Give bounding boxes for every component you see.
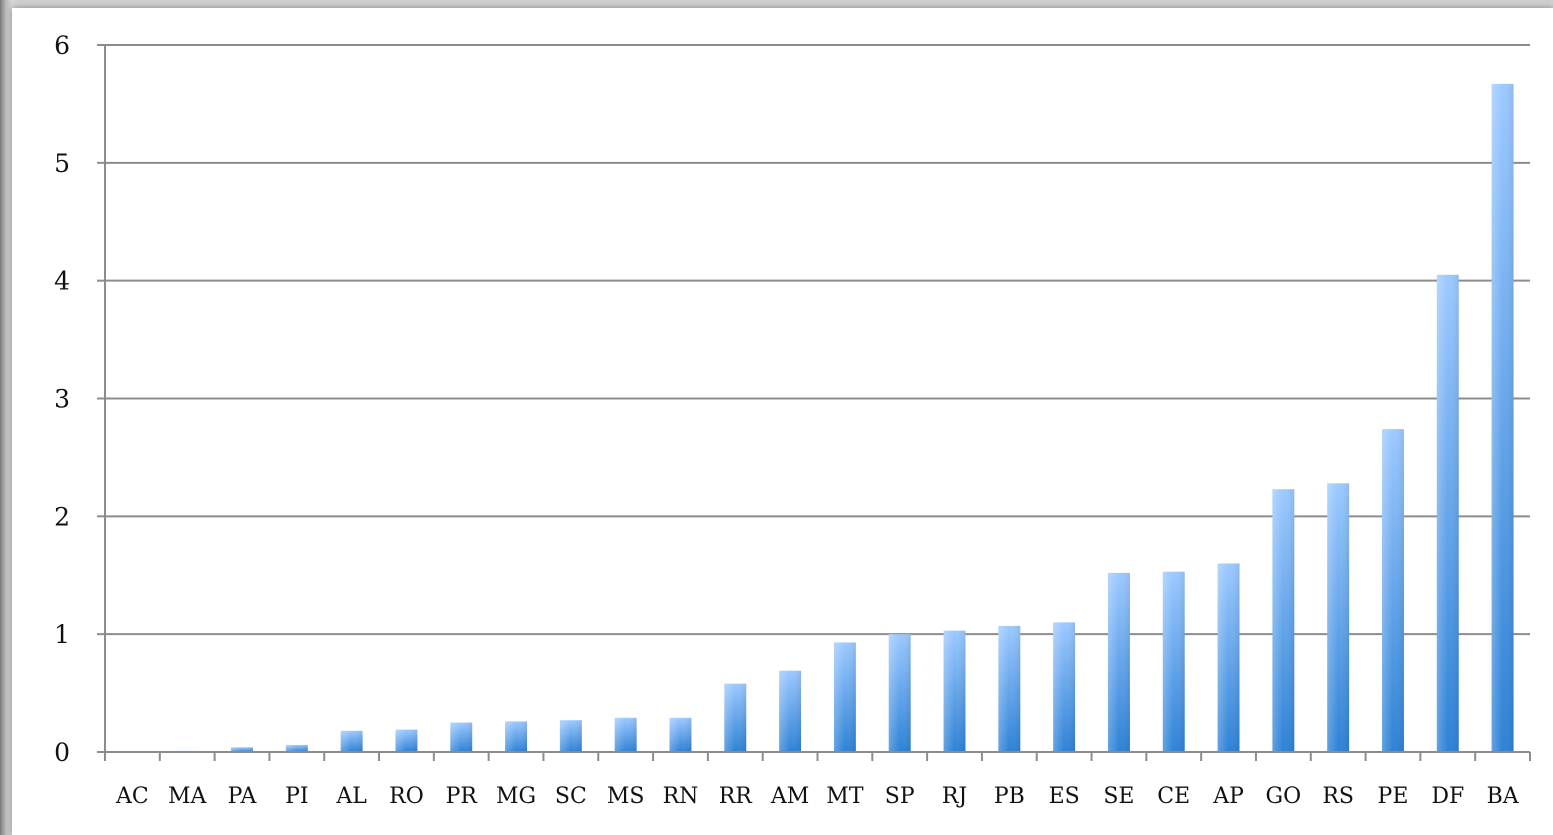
bar-shade-PA (231, 747, 253, 752)
bar-shade-RN (669, 717, 692, 752)
x-category-label: BA (1487, 784, 1520, 809)
x-category-label: SC (555, 784, 587, 809)
bar-shade-PR (450, 722, 473, 752)
bar-chart: 0 1 2 3 4 5 6 AC MA PA PI AL RO PR MG SC MS RN RR AM MT SP RJ… (54, 31, 1531, 809)
y-tick-label: 4 (54, 267, 70, 296)
bar-shade-SP (888, 634, 911, 752)
gridlines (97, 44, 1530, 753)
x-category-label: RS (1322, 784, 1354, 809)
bar-shade-GO (1272, 489, 1295, 752)
bar-shade-MT (833, 642, 856, 752)
chart-panel: 0 1 2 3 4 5 6 AC MA PA PI AL RO PR MG SC MS RN RR AM MT SP RJ… (12, 8, 1553, 835)
y-axis-tick-labels: 0 1 2 3 4 5 6 (54, 31, 70, 767)
x-axis-category-labels: AC MA PA PI AL RO PR MG SC MS RN RR AM MT SP RJ PB ES SE CE… (115, 784, 1520, 809)
x-category-label: RN (663, 784, 699, 809)
x-category-label: ES (1049, 784, 1080, 809)
y-tick-label: 6 (54, 31, 70, 60)
x-category-label: AC (115, 784, 149, 809)
x-category-label: PA (228, 784, 258, 809)
x-category-label: CE (1157, 784, 1190, 809)
x-category-label: AL (335, 784, 367, 809)
bar-shade-BA (1491, 83, 1514, 752)
x-axis (104, 751, 1531, 761)
y-tick-label: 2 (54, 502, 70, 531)
x-category-label: SP (885, 784, 915, 809)
x-category-label: MA (168, 784, 208, 809)
bar-shade-AP (1217, 563, 1240, 752)
x-category-label: RJ (942, 784, 967, 809)
x-category-label: AM (770, 784, 809, 809)
bar-shade-SC (559, 720, 582, 752)
bar-shade-RJ (943, 630, 966, 752)
bar-shade-PI (285, 744, 308, 752)
x-category-label: AP (1212, 784, 1244, 809)
x-category-label: PI (285, 784, 309, 809)
x-category-label: MT (826, 784, 864, 809)
bar-shade-MG (505, 721, 528, 752)
bar-shade-AM (779, 670, 802, 752)
x-category-label: PE (1378, 784, 1409, 809)
bar-shade-RS (1327, 483, 1350, 752)
x-category-label: GO (1266, 784, 1302, 809)
bar-shade-AL (340, 730, 363, 752)
y-tick-label: 1 (54, 620, 70, 649)
y-tick-label: 0 (54, 738, 70, 767)
x-category-label: MS (607, 784, 645, 809)
y-tick-label: 3 (54, 385, 70, 414)
y-tick-label: 5 (54, 149, 70, 178)
bar-shade-ES (1053, 622, 1076, 752)
bar-shade-PB (998, 625, 1021, 752)
x-category-label: PB (994, 784, 1025, 809)
bar-shade-CE (1162, 571, 1185, 752)
bar-shade-DF (1436, 274, 1459, 752)
x-category-label: RO (389, 784, 424, 809)
x-category-label: RR (719, 784, 754, 809)
x-category-label: SE (1103, 784, 1134, 809)
bar-shade-MS (614, 717, 637, 752)
x-category-label: PR (446, 784, 479, 809)
bar-shade-RR (724, 683, 747, 752)
bar-shade-PE (1382, 429, 1404, 752)
bars (176, 83, 1514, 752)
x-category-label: MG (496, 784, 536, 809)
bar-shade-SE (1107, 572, 1130, 752)
bar-shade-RO (395, 729, 418, 752)
x-category-label: DF (1431, 784, 1464, 809)
